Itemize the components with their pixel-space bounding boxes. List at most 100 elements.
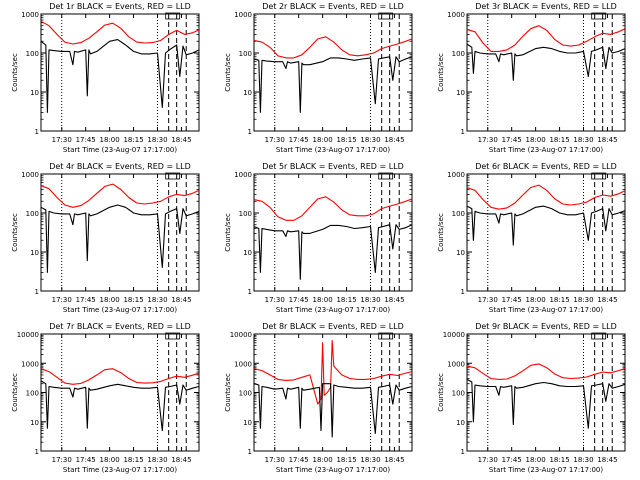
y-tick-label: 10 xyxy=(243,249,252,257)
time-interval-marker xyxy=(165,172,181,180)
lld-series-line xyxy=(466,184,626,210)
events-series-line xyxy=(40,380,200,432)
x-tick-label: 18:45 xyxy=(597,456,617,464)
y-tick-label: 10 xyxy=(456,419,465,427)
events-series-line xyxy=(253,56,413,113)
y-tick-label: 1000 xyxy=(21,171,39,179)
lld-series-line xyxy=(253,339,413,405)
x-tick-label: 18:15 xyxy=(549,456,569,464)
x-tick-label: 17:30 xyxy=(265,136,285,144)
x-tick-label: 17:30 xyxy=(265,456,285,464)
x-tick-label: 18:00 xyxy=(526,136,546,144)
lld-series-line xyxy=(40,368,200,385)
y-tick-label: 10000 xyxy=(17,331,39,339)
x-tick-label: 18:30 xyxy=(360,456,380,464)
x-axis-label: Start Time (23-Aug-07 17:17:00) xyxy=(63,306,177,314)
plot-frame xyxy=(466,333,626,452)
y-tick-label: 100 xyxy=(452,390,465,398)
y-tick-label: 1 xyxy=(461,448,465,456)
x-axis-label: Start Time (23-Aug-07 17:17:00) xyxy=(276,466,390,474)
x-tick-label: 18:45 xyxy=(384,456,404,464)
x-tick-label: 18:00 xyxy=(313,456,333,464)
time-interval-marker xyxy=(378,332,394,340)
y-tick-label: 10000 xyxy=(443,331,465,339)
x-tick-label: 18:30 xyxy=(360,296,380,304)
x-axis-label: Start Time (23-Aug-07 17:17:00) xyxy=(489,146,603,154)
x-tick-label: 17:45 xyxy=(502,296,522,304)
x-tick-label: 17:45 xyxy=(76,136,96,144)
y-tick-label: 100 xyxy=(26,50,39,58)
plot-frame xyxy=(40,333,200,452)
y-tick-label: 1000 xyxy=(234,171,252,179)
y-tick-label: 10 xyxy=(243,419,252,427)
x-tick-label: 18:15 xyxy=(336,136,356,144)
y-tick-label: 1000 xyxy=(234,11,252,19)
detector-panel: Det 1r BLACK = Events, RED = LLD 1 10 100 10… xyxy=(11,2,200,154)
y-tick-label: 1000 xyxy=(234,360,252,368)
lld-series-line xyxy=(253,196,413,221)
x-tick-label: 18:15 xyxy=(549,136,569,144)
x-tick-label: 18:00 xyxy=(526,296,546,304)
x-axis-label: Start Time (23-Aug-07 17:17:00) xyxy=(63,146,177,154)
chart-title: Det 7r BLACK = Events, RED = LLD xyxy=(49,322,191,331)
x-tick-label: 18:30 xyxy=(573,296,593,304)
x-tick-label: 17:30 xyxy=(52,456,72,464)
lld-series-line xyxy=(466,25,626,52)
x-tick-label: 18:45 xyxy=(597,136,617,144)
chart-title: Det 3r BLACK = Events, RED = LLD xyxy=(475,2,617,11)
x-tick-label: 17:45 xyxy=(502,456,522,464)
detector-panel: Det 8r BLACK = Events, RED = LLD 1 10 100 10… xyxy=(224,322,413,474)
detector-panel: Det 6r BLACK = Events, RED = LLD 1 10 100 10… xyxy=(437,162,626,314)
x-tick-label: 17:45 xyxy=(289,136,309,144)
x-tick-label: 18:15 xyxy=(336,456,356,464)
x-axis-label: Start Time (23-Aug-07 17:17:00) xyxy=(63,466,177,474)
time-interval-marker xyxy=(378,12,394,20)
plot-frame xyxy=(466,173,626,292)
y-axis-label: Counts/sec xyxy=(437,373,445,412)
events-series-line xyxy=(466,43,626,81)
events-series-line xyxy=(253,383,413,438)
y-tick-label: 10 xyxy=(30,419,39,427)
x-tick-label: 18:45 xyxy=(171,136,191,144)
y-tick-label: 10 xyxy=(456,249,465,257)
detector-panel: Det 4r BLACK = Events, RED = LLD 1 10 100 10… xyxy=(11,162,200,314)
x-tick-label: 18:15 xyxy=(549,296,569,304)
y-tick-label: 1 xyxy=(461,288,465,296)
events-series-line xyxy=(253,224,413,280)
y-axis-label: Counts/sec xyxy=(11,53,19,92)
x-tick-label: 17:30 xyxy=(478,296,498,304)
lld-series-line xyxy=(40,20,200,45)
x-tick-label: 17:30 xyxy=(52,136,72,144)
y-tick-label: 10000 xyxy=(230,331,252,339)
y-tick-label: 100 xyxy=(452,210,465,218)
y-axis-label: Counts/sec xyxy=(11,213,19,252)
x-tick-label: 18:45 xyxy=(597,296,617,304)
chart-title: Det 4r BLACK = Events, RED = LLD xyxy=(49,162,191,171)
y-tick-label: 1 xyxy=(35,448,39,456)
x-tick-label: 18:45 xyxy=(384,296,404,304)
y-tick-label: 1 xyxy=(248,128,252,136)
y-tick-label: 100 xyxy=(239,210,252,218)
x-tick-label: 18:00 xyxy=(313,296,333,304)
chart-title: Det 5r BLACK = Events, RED = LLD xyxy=(262,162,404,171)
y-tick-label: 1 xyxy=(248,288,252,296)
y-axis-label: Counts/sec xyxy=(11,373,19,412)
y-tick-label: 10 xyxy=(456,89,465,97)
plot-frame xyxy=(466,13,626,132)
time-interval-marker xyxy=(591,332,607,340)
x-tick-label: 18:45 xyxy=(384,136,404,144)
x-tick-label: 18:15 xyxy=(123,296,143,304)
y-tick-label: 1 xyxy=(35,288,39,296)
events-series-line xyxy=(466,205,626,246)
chart-title: Det 9r BLACK = Events, RED = LLD xyxy=(475,322,617,331)
x-tick-label: 18:00 xyxy=(526,456,546,464)
x-tick-label: 18:30 xyxy=(573,136,593,144)
x-tick-label: 17:45 xyxy=(76,456,96,464)
time-interval-marker xyxy=(591,12,607,20)
x-tick-label: 18:30 xyxy=(360,136,380,144)
x-tick-label: 18:15 xyxy=(336,296,356,304)
x-axis-label: Start Time (23-Aug-07 17:17:00) xyxy=(276,306,390,314)
x-tick-label: 17:30 xyxy=(478,136,498,144)
time-interval-marker xyxy=(165,12,181,20)
